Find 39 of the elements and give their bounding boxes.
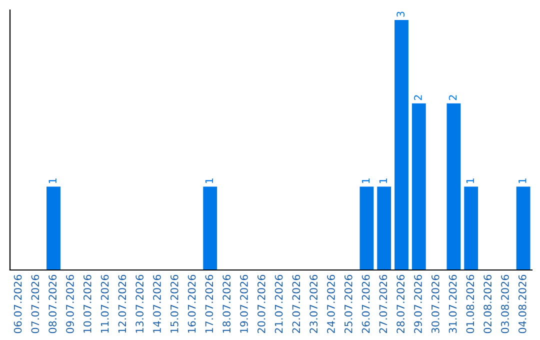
x-tick-label: 09.07.2026 (66, 274, 74, 334)
data-label: 1 (466, 178, 474, 184)
x-tick-label: 20.07.2026 (257, 274, 266, 334)
x-tick-label: 12.07.2026 (118, 274, 126, 333)
x-tick-label: 06.07.2026 (14, 274, 22, 334)
x-tick-label: 03.08.2026 (501, 274, 509, 334)
x-tick-label: 02.08.2026 (484, 274, 492, 334)
x-tick-label: 15.07.2026 (170, 274, 178, 333)
x-tick-label: 16.07.2026 (188, 274, 196, 333)
data-label: 1 (48, 178, 56, 184)
data-label: 1 (379, 178, 387, 184)
x-tick-label: 26.07.2026 (362, 274, 370, 334)
x-tick-label: 25.07.2026 (344, 274, 352, 334)
data-label: 3 (396, 12, 405, 17)
x-tick-label: 07.07.2026 (31, 274, 40, 334)
x-tick-label: 31.07.2026 (448, 274, 457, 334)
x-tick-label: 04.08.2026 (518, 274, 526, 334)
x-tick-label: 11.07.2026 (100, 274, 109, 333)
x-tick-label: 01.08.2026 (466, 274, 474, 334)
x-tick-label: 19.07.2026 (240, 274, 248, 333)
data-label: 2 (448, 95, 457, 100)
x-tick-label: 17.07.2026 (205, 274, 214, 333)
x-tick-label: 27.07.2026 (379, 274, 388, 334)
x-tick-label: 21.07.2026 (274, 274, 283, 334)
x-tick-label: 10.07.2026 (83, 274, 92, 333)
data-label: 1 (518, 178, 526, 184)
x-tick-label: 14.07.2026 (153, 274, 161, 333)
x-tick-label: 30.07.2026 (431, 274, 440, 334)
data-label: 1 (362, 178, 370, 184)
x-tick-label: 29.07.2026 (414, 274, 422, 334)
x-tick-label: 08.07.2026 (48, 274, 57, 334)
x-tick-label: 23.07.2026 (310, 274, 318, 334)
x-tick-label: 18.07.2026 (222, 274, 231, 333)
x-tick-label: 13.07.2026 (136, 274, 144, 333)
x-tick-label: 24.07.2026 (327, 274, 335, 334)
x-tick-label: 28.07.2026 (396, 274, 405, 334)
data-label: 2 (414, 95, 422, 100)
data-label: 1 (205, 178, 213, 184)
x-tick-label: 22.07.2026 (292, 274, 300, 334)
